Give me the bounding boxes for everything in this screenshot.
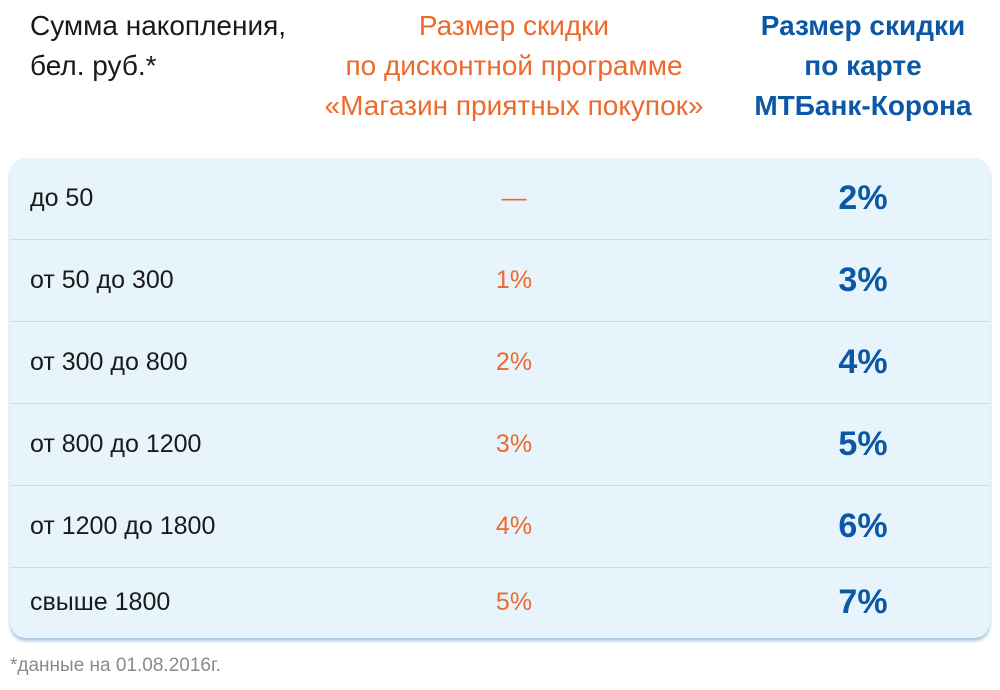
- store-discount-cell: 4%: [495, 512, 533, 540]
- header-store-discount: Размер скидки по дисконтной программе «М…: [300, 6, 728, 126]
- card-discount-cell: 2%: [838, 179, 888, 217]
- header-col1-line: Сумма накопления,: [30, 10, 287, 41]
- card-discount-cell: 5%: [838, 425, 888, 463]
- range-cell: от 300 до 800: [30, 348, 188, 376]
- range-cell: от 1200 до 1800: [30, 512, 216, 540]
- card-discount-cell: 6%: [838, 507, 888, 545]
- store-discount-cell: —: [501, 184, 527, 212]
- range-cell: от 50 до 300: [30, 266, 174, 294]
- header-col2-line: по дисконтной программе: [345, 50, 683, 81]
- card-discount-cell: 3%: [838, 261, 888, 299]
- table-row: до 50 — 2%: [10, 158, 990, 239]
- store-discount-cell: 5%: [495, 588, 533, 616]
- table-row: от 50 до 300 1% 3%: [10, 239, 990, 321]
- header-col3-line: Размер скидки: [760, 10, 966, 41]
- table-row: от 300 до 800 2% 4%: [10, 321, 990, 403]
- table-row: от 800 до 1200 3% 5%: [10, 403, 990, 485]
- discount-table: до 50 — 2% от 50 до 300 1% 3% от 300 до …: [10, 158, 990, 638]
- range-cell: свыше 1800: [30, 588, 171, 616]
- store-discount-cell: 3%: [495, 430, 533, 458]
- data-date-footnote: *данные на 01.08.2016г.: [10, 655, 221, 676]
- header-col3-line: по карте: [804, 50, 922, 81]
- table-row: от 1200 до 1800 4% 6%: [10, 485, 990, 567]
- header-accumulation-amount: Сумма накопления, бел. руб.*: [30, 6, 286, 86]
- range-cell: до 50: [30, 184, 94, 212]
- header-col3-line: МТБанк-Корона: [754, 90, 972, 121]
- header-col2-line: Размер скидки: [418, 10, 610, 41]
- range-cell: от 800 до 1200: [30, 430, 202, 458]
- card-discount-cell: 4%: [838, 343, 888, 381]
- store-discount-cell: 1%: [495, 266, 533, 294]
- header-col1-line: бел. руб.*: [30, 50, 157, 81]
- header-col2-line: «Магазин приятных покупок»: [324, 90, 704, 121]
- card-discount-cell: 7%: [838, 583, 888, 621]
- store-discount-cell: 2%: [495, 348, 533, 376]
- table-row: свыше 1800 5% 7%: [10, 567, 990, 637]
- header-card-discount: Размер скидки по карте МТБанк-Корона: [738, 6, 988, 126]
